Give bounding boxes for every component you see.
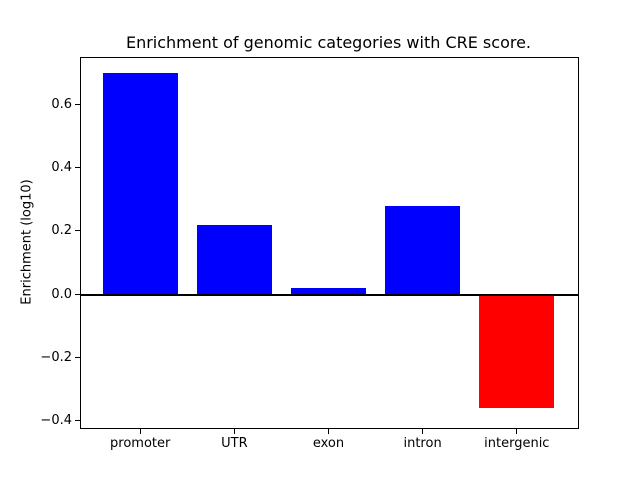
y-tick-label: 0.6 — [51, 96, 72, 112]
plot-area — [80, 57, 579, 429]
y-tick-mark — [75, 230, 80, 232]
bar-intergenic — [479, 294, 555, 408]
y-tick-label: −0.4 — [40, 413, 72, 429]
y-tick-mark — [75, 293, 80, 295]
y-tick-label: 0.0 — [51, 286, 72, 302]
y-tick-label: 0.4 — [51, 160, 72, 176]
x-tick-mark — [516, 429, 518, 434]
bar-intron — [385, 205, 461, 295]
x-tick-label-intergenic: intergenic — [484, 436, 550, 451]
y-tick-label: 0.2 — [51, 223, 72, 239]
bar-UTR — [196, 224, 272, 295]
x-tick-mark — [233, 429, 235, 434]
chart-title: Enrichment of genomic categories with CR… — [125, 33, 532, 52]
y-tick-mark — [75, 103, 80, 105]
zero-line — [81, 294, 578, 297]
y-tick-mark — [75, 356, 80, 358]
x-tick-label-promoter: promoter — [110, 436, 171, 451]
x-tick-mark — [139, 429, 141, 434]
y-tick-mark — [75, 420, 80, 422]
y-tick-label: −0.2 — [40, 349, 72, 365]
bar-promoter — [102, 72, 178, 295]
x-tick-mark — [422, 429, 424, 434]
x-tick-label-intron: intron — [403, 436, 442, 451]
bar-exon — [290, 287, 367, 295]
x-tick-label-UTR: UTR — [221, 436, 248, 451]
x-tick-mark — [328, 429, 329, 434]
y-tick-mark — [75, 167, 80, 169]
x-tick-label-exon: exon — [312, 436, 345, 451]
